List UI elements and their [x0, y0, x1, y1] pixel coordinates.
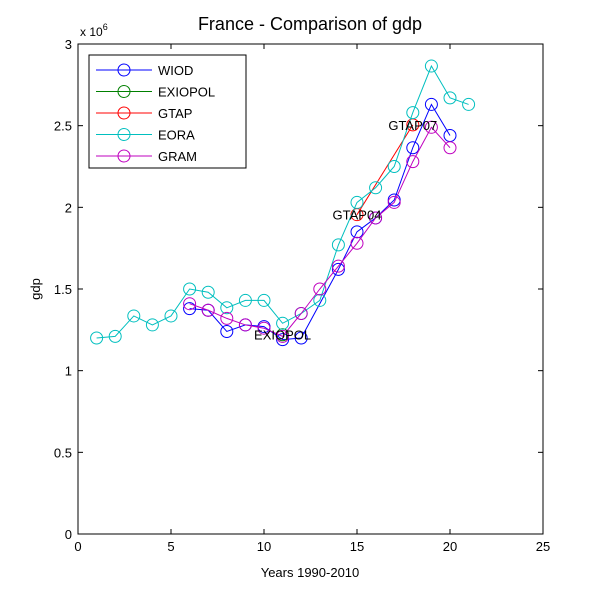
data-point-eora: [313, 293, 327, 307]
data-point-eora: [369, 181, 383, 195]
y-tick-label: 1: [65, 364, 72, 379]
data-point-eora: [220, 301, 234, 315]
data-point-eora: [201, 285, 215, 299]
data-point-gram: [183, 297, 197, 311]
data-point-gram: [294, 307, 308, 320]
data-point-wiod: [276, 333, 290, 347]
y-tick-label: 3: [65, 37, 72, 52]
y-axis-label: gdp: [28, 278, 43, 300]
data-point-eora: [387, 160, 401, 173]
x-tick-label: 15: [350, 539, 364, 554]
data-point-gram: [257, 321, 271, 335]
data-point-eora: [108, 329, 122, 343]
data-point-gram: [387, 195, 401, 209]
data-point-eora: [127, 309, 141, 323]
y-multiplier: x 106: [80, 22, 108, 39]
data-point-eora: [257, 293, 271, 307]
data-point-gram: [350, 236, 364, 250]
data-point-eora: [443, 91, 457, 105]
x-tick-label: 20: [443, 539, 457, 554]
legend-label-eora: EORA: [158, 128, 195, 143]
legend-marker-gram: [117, 149, 131, 163]
data-point-gram: [443, 141, 457, 155]
data-point-wiod: [350, 225, 364, 239]
legend-marker-eora: [117, 128, 131, 141]
legend-label-exiopol: EXIOPOL: [158, 85, 215, 100]
y-tick-label: 0: [65, 527, 72, 542]
data-point-gram: [424, 120, 438, 134]
chart-title: France - Comparison of gdp: [198, 14, 422, 34]
data-point-gram: [201, 303, 215, 317]
series-line-eora: [96, 64, 469, 339]
y-tick-label: 0.5: [54, 445, 72, 460]
data-point-gram: [406, 155, 420, 169]
series-line-gram: [189, 126, 451, 337]
y-tick-label: 2: [65, 200, 72, 215]
x-tick-label: 5: [167, 539, 174, 554]
data-point-gram: [331, 259, 345, 273]
data-point-eora: [145, 318, 159, 332]
x-tick-label: 0: [74, 539, 81, 554]
data-point-eora: [276, 316, 290, 330]
legend-label-gtap: GTAP: [158, 106, 192, 121]
data-point-wiod: [294, 331, 308, 345]
legend-label-gram: GRAM: [158, 149, 197, 164]
data-point-gram: [369, 211, 383, 225]
data-point-gram: [276, 329, 290, 343]
legend-box: [88, 54, 247, 169]
data-point-gram: [238, 318, 252, 332]
data-point-wiod: [220, 324, 234, 338]
legend-marker-exiopol: [117, 85, 131, 98]
x-axis-label: Years 1990-2010: [261, 565, 360, 580]
data-point-wiod: [331, 262, 345, 276]
annotation-label: GTAP07: [388, 118, 437, 133]
x-tick-label: 25: [536, 539, 550, 554]
data-point-eora: [183, 282, 197, 296]
data-point-wiod: [183, 302, 197, 316]
data-point-wiod: [406, 141, 420, 155]
x-tick-label: 10: [257, 539, 271, 554]
legend-label-wiod: WIOD: [158, 63, 193, 78]
data-point-eora: [462, 97, 476, 111]
data-point-gram: [220, 311, 234, 325]
data-point-eora: [424, 59, 438, 73]
data-point-eora: [164, 309, 178, 323]
y-tick-label: 1.5: [54, 282, 72, 297]
data-point-eora: [90, 331, 104, 345]
data-point-wiod: [424, 97, 438, 111]
data-point-eora: [406, 106, 420, 120]
annotation-label: EXIOPOL: [254, 328, 311, 343]
legend-marker-wiod: [117, 63, 131, 77]
annotation-label: GTAP04: [333, 208, 382, 223]
y-tick-label: 2.5: [54, 119, 72, 134]
data-point-eora: [331, 238, 345, 252]
data-point-eora: [238, 293, 252, 307]
legend-marker-gtap: [117, 106, 131, 120]
data-point-gram: [313, 282, 327, 296]
data-point-eora: [350, 195, 364, 209]
